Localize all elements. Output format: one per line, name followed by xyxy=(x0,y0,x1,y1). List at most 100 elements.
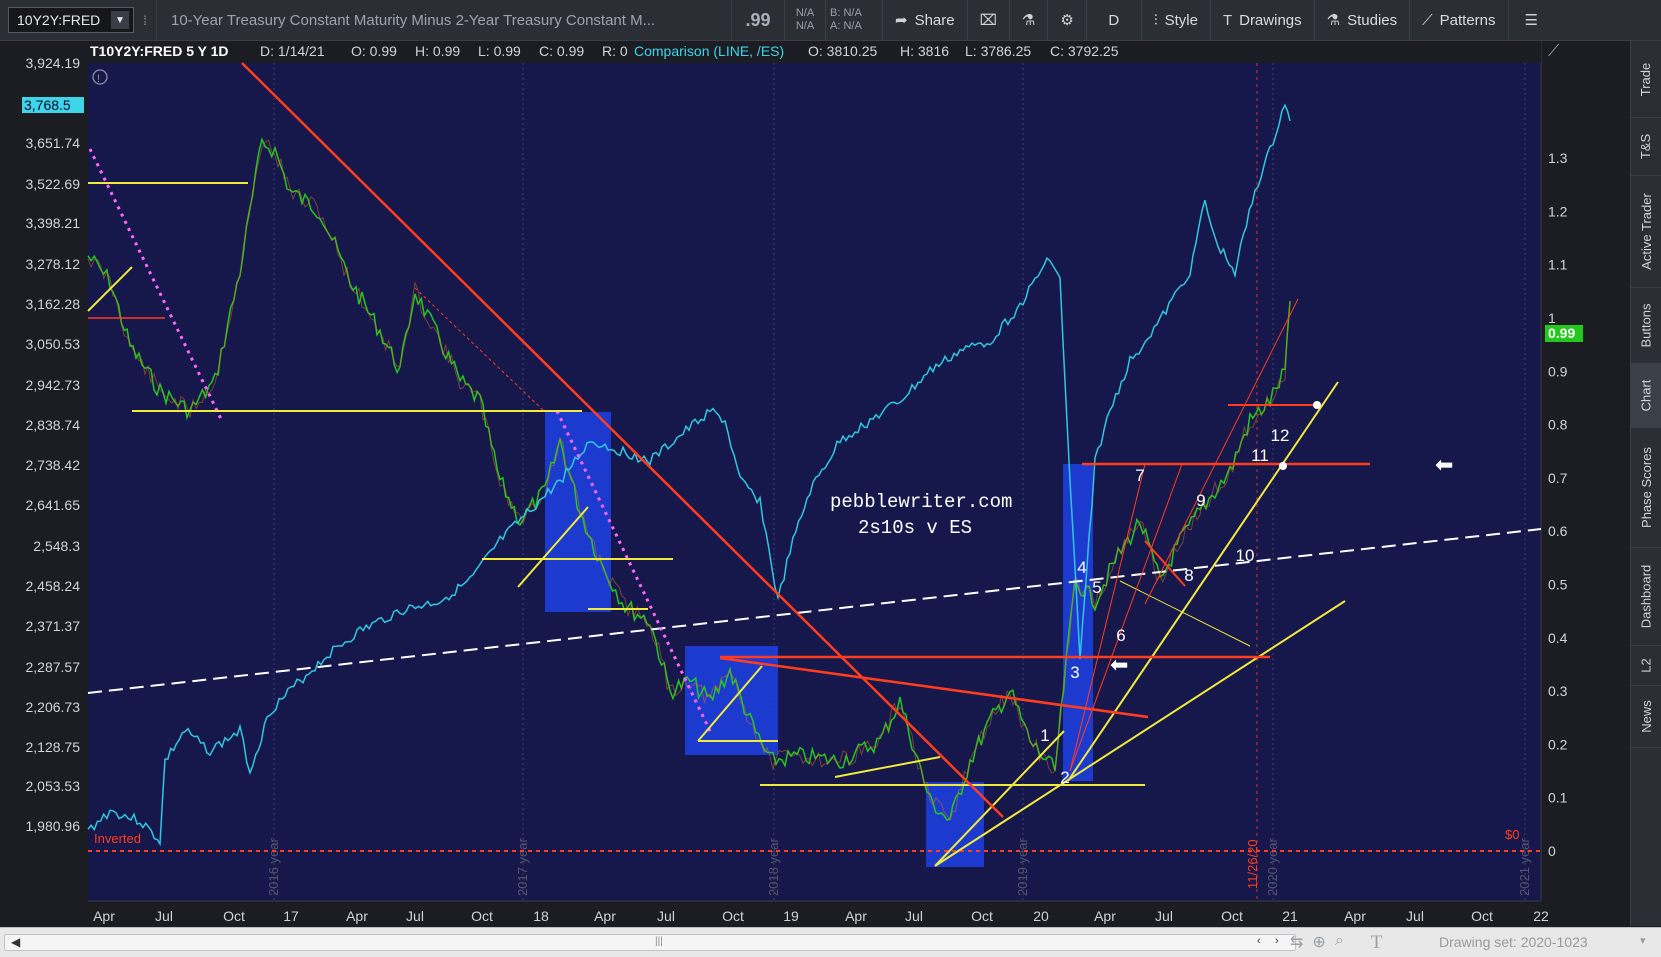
left-axis-tick: 3,398.21 xyxy=(26,215,81,231)
chart-svg[interactable]: T10Y2Y:FRED 5 Y 1D D: 1/14/21 O: 0.99 H:… xyxy=(0,41,1630,927)
magenta-trendline-1[interactable] xyxy=(88,148,224,422)
time-axis-tick: 19 xyxy=(783,908,799,924)
toolbar-divider xyxy=(156,0,157,40)
header-date: D: 1/14/21 xyxy=(260,43,325,59)
snapshot-button[interactable]: ⌧ xyxy=(966,0,1009,40)
scroll-right-step-icon[interactable]: › xyxy=(1275,935,1279,947)
symbol-link-icon[interactable]: ⁞ xyxy=(143,12,147,28)
drawing-set-label[interactable]: Drawing set: 2020-1023 xyxy=(1439,934,1588,950)
share-button[interactable]: ➦ Share xyxy=(882,0,967,40)
symbol-description: 10-Year Treasury Constant Maturity Minus… xyxy=(171,11,656,29)
sidebar-tab-buttons[interactable]: Buttons xyxy=(1631,287,1661,364)
left-price-axis: 3,924.19 3,651.74 3,522.69 3,398.21 3,278.12… xyxy=(26,55,81,834)
text-drawing-icon[interactable]: T xyxy=(1370,932,1383,953)
pivot-marker-2[interactable] xyxy=(1279,462,1287,470)
time-axis-tick: 22 xyxy=(1533,908,1549,924)
es-last-price-tag xyxy=(22,97,84,113)
scroll-left-arrow-icon[interactable]: ◀ xyxy=(11,935,21,949)
symbol-dropdown-icon[interactable]: ▼ xyxy=(111,11,129,29)
crosshair-icon[interactable]: ⊕ xyxy=(1312,934,1326,951)
time-axis-tick: Oct xyxy=(223,908,245,924)
comparison-open: O: 3810.25 xyxy=(808,43,877,59)
drawings-button[interactable]: T Drawings xyxy=(1209,0,1314,40)
header-open: O: 0.99 xyxy=(351,43,397,59)
yellow-trend-h[interactable] xyxy=(1119,580,1251,647)
red-fan-3[interactable] xyxy=(1144,298,1299,605)
time-scrollbar[interactable]: ◀ ||| ‹ › xyxy=(4,934,1296,951)
wave-count-label: 4 xyxy=(1077,558,1086,577)
regression-dashed-line[interactable] xyxy=(87,528,1542,694)
left-axis-tick: 2,641.65 xyxy=(26,497,81,513)
highlight-box-2018[interactable] xyxy=(545,412,611,612)
time-axis-tick: Apr xyxy=(346,908,368,924)
sidebar-tab-phase-scores[interactable]: Phase Scores xyxy=(1631,427,1661,548)
drawing-set-dropdown-icon[interactable]: ▾ xyxy=(1640,935,1646,947)
yellow-trend-g[interactable] xyxy=(1067,381,1339,782)
red-downtrend-line[interactable] xyxy=(241,62,1004,818)
red-trend-line-b[interactable] xyxy=(719,656,1149,719)
info-bar-bg xyxy=(88,41,1541,63)
scroll-thumb-grip-icon[interactable]: ||| xyxy=(655,936,663,947)
wave-count-label: 8 xyxy=(1184,566,1193,585)
time-axis-tick: 20 xyxy=(1033,908,1049,924)
header-range: R: 0 xyxy=(602,43,628,59)
time-axis-tick: Jul xyxy=(1406,908,1424,924)
yellow-trend-a[interactable] xyxy=(87,266,133,312)
wave-count-label: 2 xyxy=(1060,768,1069,787)
left-axis-tick: 3,522.69 xyxy=(26,176,81,192)
left-axis-tick: 2,128.75 xyxy=(26,739,81,755)
pivot-marker-1[interactable] xyxy=(1313,401,1321,409)
menu-button[interactable]: ☰ xyxy=(1507,0,1554,40)
chart-area[interactable]: T10Y2Y:FRED 5 Y 1D D: 1/14/21 O: 0.99 H:… xyxy=(0,41,1630,927)
yellow-trend-d[interactable] xyxy=(834,756,941,778)
right-axis-tick: 0.2 xyxy=(1548,736,1568,752)
magenta-trendline-2[interactable] xyxy=(555,410,712,732)
right-axis-tick: 0.6 xyxy=(1548,523,1568,539)
year-separator-label: 2018 year xyxy=(766,838,781,896)
red-fan-2[interactable] xyxy=(1069,463,1183,772)
scroll-left-step-icon[interactable]: ‹ xyxy=(1257,935,1261,947)
right-axis-tick: 0.8 xyxy=(1548,417,1568,433)
studies-lab-button[interactable]: ⚗ xyxy=(1008,0,1047,40)
arrow-left-annotation: ⬅ xyxy=(1110,652,1128,677)
sidebar-tab-trade[interactable]: Trade xyxy=(1631,41,1661,118)
sidebar-tab-level2[interactable]: L2 xyxy=(1631,645,1661,686)
menu-icon: ☰ xyxy=(1524,12,1538,29)
toolbar-divider xyxy=(731,0,732,40)
yellow-trend-f[interactable] xyxy=(934,600,1346,867)
settings-button[interactable]: ⚙ xyxy=(1047,0,1085,40)
studies-button[interactable]: ⚗ Studies xyxy=(1313,0,1410,40)
pan-icon[interactable]: ⇆ xyxy=(1290,934,1304,951)
sidebar-tab-times-sales[interactable]: T&S xyxy=(1631,117,1661,176)
right-axis-tick: 0.7 xyxy=(1548,470,1568,486)
sidebar-tab-news[interactable]: News xyxy=(1631,685,1661,748)
sidebar-tab-dashboard[interactable]: Dashboard xyxy=(1631,547,1661,646)
left-axis-tick: 3,924.19 xyxy=(26,55,81,71)
wave-count-label: 3 xyxy=(1070,663,1079,682)
zoom-icon[interactable]: ⌕ xyxy=(1334,932,1344,949)
symbol-text: 10Y2Y:FRED xyxy=(17,12,101,28)
info-icon[interactable] xyxy=(92,69,108,85)
toolbar-divider xyxy=(825,0,826,40)
sidebar-tab-chart[interactable]: Chart xyxy=(1631,363,1661,428)
symbol-input[interactable]: 10Y2Y:FRED ▼ xyxy=(8,7,134,33)
patterns-button[interactable]: ⟋ Patterns xyxy=(1409,0,1507,40)
flask-icon: ⚗ xyxy=(1021,12,1036,29)
year-separator-label: 2020 year xyxy=(1265,838,1280,896)
arrow-left-annotation-2: ⬅ xyxy=(1435,452,1453,477)
yellow-trend-b[interactable] xyxy=(517,506,589,588)
yellow-trend-c[interactable] xyxy=(697,665,763,742)
aggregation-button[interactable]: D xyxy=(1085,0,1141,40)
axis-scale-icon[interactable]: ⟋ xyxy=(1548,43,1560,60)
red-fan-1[interactable] xyxy=(1069,463,1146,772)
style-button[interactable]: ⫶ Style xyxy=(1140,0,1210,40)
wave-count-label: 11 xyxy=(1251,446,1269,465)
wave-count-label: 10 xyxy=(1236,546,1255,565)
right-axis-tick: 0.9 xyxy=(1548,363,1568,379)
wave-count-label: 7 xyxy=(1135,466,1144,485)
year-separator-label: 2016 year xyxy=(266,838,281,896)
time-axis-tick: 21 xyxy=(1282,908,1298,924)
yellow-trend-e[interactable] xyxy=(934,730,1065,867)
sidebar-tab-active-trader[interactable]: Active Trader xyxy=(1631,175,1661,288)
